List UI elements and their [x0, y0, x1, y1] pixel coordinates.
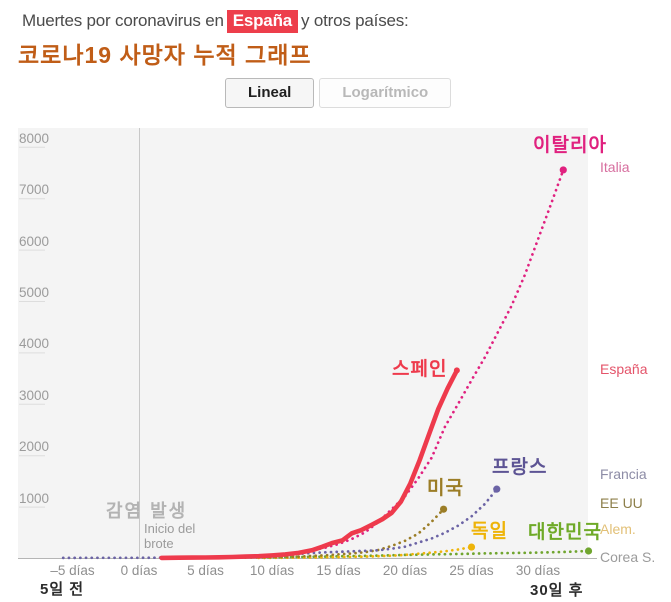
series-label-korean-france: 프랑스: [492, 457, 548, 478]
y-tick-label: 2000: [19, 439, 50, 455]
series-label-korean-us: 미국: [427, 478, 464, 499]
page-title: Muertes por coronavirus en España y otros …: [22, 10, 409, 33]
title-highlight-espana: España: [226, 10, 299, 33]
outbreak-annotation-spanish: Inicio del brote: [144, 521, 196, 551]
axis-note-start-korean: 5일 전: [40, 581, 85, 598]
series-label-spain: España: [600, 361, 648, 377]
scale-toggle-group: Lineal Logarítmico: [225, 78, 452, 108]
series-label-korea: Corea S.: [600, 549, 656, 565]
y-tick-label: 7000: [19, 182, 50, 198]
x-tick-label: 25 días: [449, 563, 494, 578]
series-label-korean-spain: 스페인: [392, 359, 448, 380]
y-tick-label: 4000: [19, 336, 50, 352]
x-tick-label: 30 días: [515, 563, 561, 578]
series-label-korean-korea: 대한민국: [528, 522, 602, 543]
title-post: y otros países:: [301, 11, 409, 30]
y-tick-label: 3000: [19, 387, 50, 403]
series-label-italy: Italia: [600, 159, 630, 175]
x-tick-label: –5 días: [50, 563, 95, 578]
series-label-korean-germany: 독일: [471, 521, 508, 542]
x-tick-label: 0 días: [120, 563, 158, 578]
y-tick-label: 5000: [19, 285, 50, 300]
x-tick-label: 10 días: [249, 563, 295, 578]
series-label-korean-italy: 이탈리아: [533, 135, 607, 156]
x-tick-label: 20 días: [382, 563, 428, 578]
y-tick-label: 1000: [19, 490, 50, 506]
plot-area: [18, 128, 588, 558]
axis-note-end-korean: 30일 후: [530, 582, 584, 599]
x-tick-label: 5 días: [187, 563, 224, 578]
outbreak-annotation-korean: 감염 발생: [106, 501, 188, 521]
title-pre: Muertes por coronavirus en: [22, 11, 224, 30]
subtitle-korean: 코로나19 사망자 누적 그래프: [18, 42, 312, 68]
log-scale-button[interactable]: Logarítmico: [319, 78, 452, 108]
series-label-us: EE UU: [600, 495, 643, 511]
x-tick-label: 15 días: [316, 563, 361, 578]
series-label-germany: Alem.: [600, 521, 636, 537]
y-tick-label: 8000: [19, 130, 50, 146]
y-tick-label: 6000: [19, 233, 50, 249]
linear-scale-button[interactable]: Lineal: [225, 78, 315, 108]
series-label-france: Francia: [600, 466, 647, 482]
